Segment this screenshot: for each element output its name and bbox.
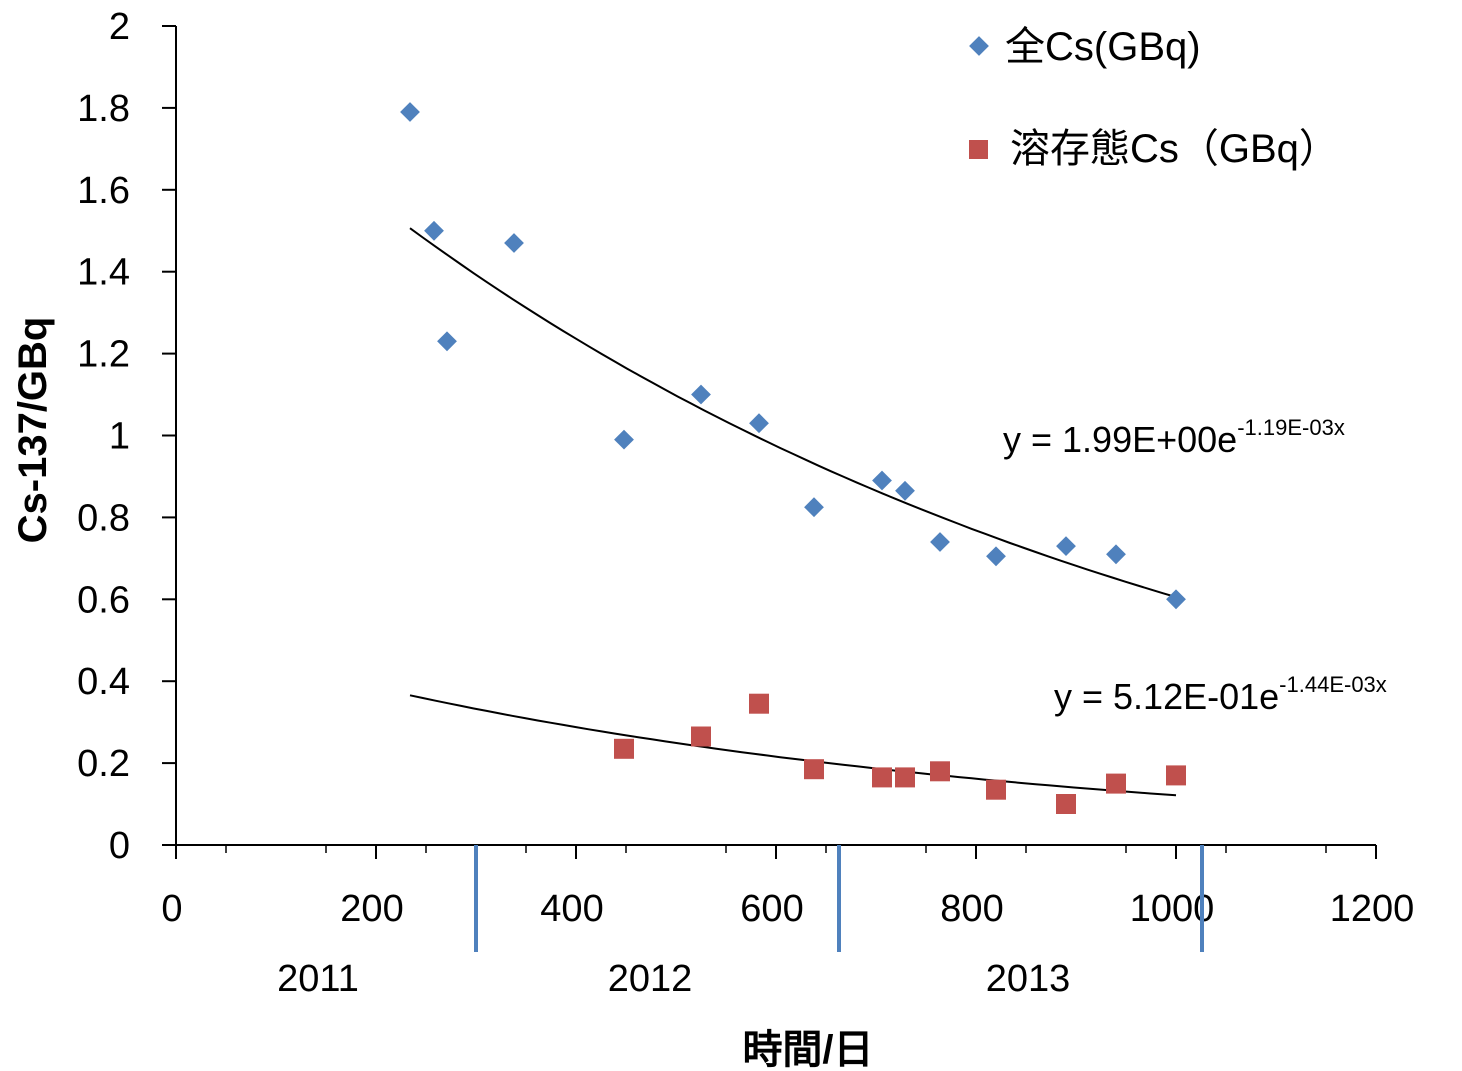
- legend-label-total-cs: 全Cs(GBq): [1005, 25, 1201, 69]
- data-point-total-cs: [400, 102, 420, 122]
- data-point-dissolved-cs: [1166, 765, 1186, 786]
- legend: 全Cs(GBq) 溶存態Cs（GBq）: [969, 25, 1339, 171]
- legend-label-dissolved-cs: 溶存態Cs（GBq）: [1010, 127, 1339, 171]
- equation-dissolved-cs: y = 5.12E-01e-1.44E-03x: [1054, 672, 1387, 717]
- equation-dissolved-cs-base: y = 5.12E-01e: [1054, 676, 1279, 717]
- x-tick-label: 400: [540, 888, 603, 930]
- data-point-total-cs: [1056, 536, 1076, 556]
- axes-group: 0 0.2 0.4 0.6 0.8 1 1.2 1.4 1.6 1.8 2 0 200 400 600 800…: [77, 6, 1414, 930]
- y-axis-title: Cs-137/GBq: [11, 317, 55, 544]
- y-tick-label: 1.4: [77, 252, 130, 294]
- trendline: [409, 227, 1177, 599]
- data-point-dissolved-cs: [804, 759, 824, 780]
- data-point-total-cs: [895, 480, 915, 501]
- x-axis-title: 時間/日: [742, 1028, 873, 1071]
- data-point-dissolved-cs: [614, 738, 634, 759]
- y-tick-label: 1.6: [77, 170, 130, 212]
- x-tick-label: 1200: [1330, 888, 1415, 930]
- y-tick-label: 0: [109, 825, 130, 867]
- data-point-total-cs: [614, 429, 634, 450]
- x-tick-label: 0: [161, 888, 182, 930]
- data-point-dissolved-cs: [1056, 794, 1076, 814]
- trendlines-group: [409, 227, 1177, 797]
- year-label: 2011: [277, 958, 359, 1000]
- y-tick-label: 0.6: [77, 579, 130, 621]
- data-point-total-cs: [437, 331, 457, 352]
- data-point-total-cs: [1166, 589, 1186, 610]
- equation-total-cs-base: y = 1.99E+00e: [1003, 419, 1237, 460]
- equation-dissolved-cs-exponent: -1.44E-03x: [1279, 672, 1387, 697]
- legend-item-total-cs: 全Cs(GBq): [969, 25, 1201, 69]
- y-tick-label: 1.2: [77, 334, 130, 376]
- data-point-total-cs: [691, 384, 711, 405]
- y-tick-label: 0.8: [77, 497, 130, 539]
- x-tick-label: 200: [340, 888, 403, 930]
- data-point-total-cs: [504, 233, 524, 253]
- data-point-dissolved-cs: [1106, 773, 1126, 794]
- equation-total-cs-exponent: -1.19E-03x: [1237, 415, 1345, 440]
- legend-diamond-marker: [969, 36, 989, 56]
- data-point-total-cs: [1106, 544, 1126, 565]
- legend-item-dissolved-cs: 溶存態Cs（GBq）: [969, 127, 1339, 171]
- data-point-total-cs: [986, 546, 1006, 567]
- x-tick-label: 600: [740, 888, 803, 930]
- y-tick-label: 0.4: [77, 661, 130, 703]
- data-point-dissolved-cs: [895, 767, 915, 788]
- data-point-dissolved-cs: [749, 693, 769, 714]
- data-point-total-cs: [930, 532, 950, 552]
- data-point-dissolved-cs: [872, 767, 892, 788]
- data-point-dissolved-cs: [930, 761, 950, 782]
- y-tick-label: 1: [109, 416, 130, 458]
- data-point-total-cs: [804, 497, 824, 518]
- legend-square-marker: [969, 140, 988, 159]
- data-point-dissolved-cs: [986, 779, 1006, 800]
- y-tick-label: 0.2: [77, 743, 130, 785]
- equation-total-cs: y = 1.99E+00e-1.19E-03x: [1003, 415, 1345, 460]
- y-tick-label: 2: [109, 6, 130, 48]
- x-tick-label: 800: [940, 888, 1003, 930]
- data-point-total-cs: [749, 413, 769, 434]
- y-tick-label: 1.8: [77, 88, 130, 130]
- year-separators-group: 2011 2012 2013: [277, 845, 1204, 1000]
- data-point-total-cs: [424, 220, 444, 241]
- year-label: 2013: [986, 958, 1071, 1000]
- year-label: 2012: [608, 958, 693, 1000]
- data-point-total-cs: [872, 470, 892, 491]
- trendline: [409, 694, 1177, 797]
- data-point-dissolved-cs: [691, 726, 711, 747]
